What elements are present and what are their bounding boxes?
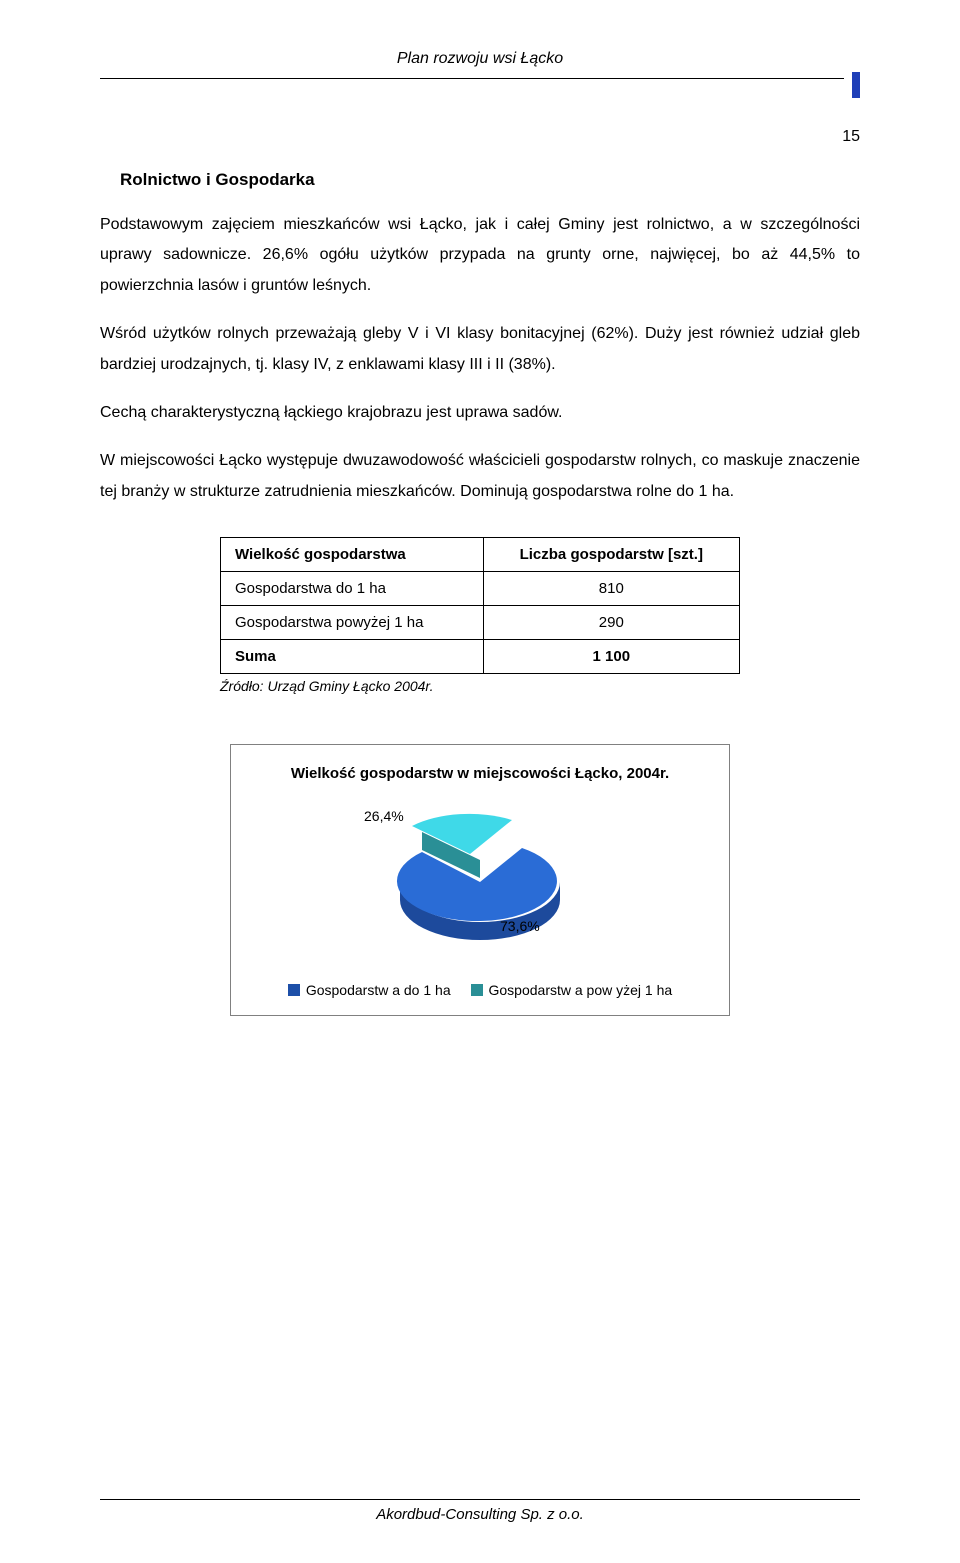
paragraph-1: Podstawowym zajęciem mieszkańców wsi Łąc… xyxy=(100,210,860,301)
paragraph-4: W miejscowości Łącko występuje dwuzawodo… xyxy=(100,446,860,507)
col2-header: Liczba gospodarstw [szt.] xyxy=(483,538,739,572)
legend-swatch-1 xyxy=(288,984,300,996)
table-source: Źródło: Urząd Gminy Łącko 2004r. xyxy=(220,678,740,694)
chart-title: Wielkość gospodarstw w miejscowości Łąck… xyxy=(251,763,709,784)
pie-svg xyxy=(360,802,600,962)
doc-header-title: Plan rozwoju wsi Łącko xyxy=(100,50,860,68)
row2-label: Gospodarstwa powyżej 1 ha xyxy=(221,606,484,640)
farm-size-table-wrap: Wielkość gospodarstwa Liczba gospodarstw… xyxy=(220,537,740,694)
header-hr xyxy=(100,78,844,79)
footer-text: Akordbud-Consulting Sp. z o.o. xyxy=(100,1506,860,1523)
legend-swatch-2 xyxy=(471,984,483,996)
paragraph-2: Wśród użytków rolnych przeważają gleby V… xyxy=(100,319,860,380)
row3-label: Suma xyxy=(221,640,484,674)
paragraph-3: Cechą charakterystyczną łąckiego krajobr… xyxy=(100,398,860,428)
row1-label: Gospodarstwa do 1 ha xyxy=(221,572,484,606)
col1-header: Wielkość gospodarstwa xyxy=(221,538,484,572)
footer-hr xyxy=(100,1499,860,1500)
legend-text-2: Gospodarstw a pow yżej 1 ha xyxy=(489,982,673,998)
header-accent-bar xyxy=(852,72,860,98)
table-row: Gospodarstwa do 1 ha 810 xyxy=(221,572,740,606)
legend-item-2: Gospodarstw a pow yżej 1 ha xyxy=(471,982,673,998)
section-heading: Rolnictwo i Gospodarka xyxy=(120,170,860,190)
pie-chart: 26,4% 73,6% xyxy=(360,802,600,962)
page-number: 15 xyxy=(100,128,860,146)
legend-text-1: Gospodarstw a do 1 ha xyxy=(306,982,451,998)
pie-chart-frame: Wielkość gospodarstw w miejscowości Łąck… xyxy=(230,744,730,1016)
row2-value: 290 xyxy=(483,606,739,640)
chart-legend: Gospodarstw a do 1 ha Gospodarstw a pow … xyxy=(251,982,709,999)
row1-value: 810 xyxy=(483,572,739,606)
header-rule xyxy=(100,74,860,98)
pie-label-small: 26,4% xyxy=(364,808,404,824)
row3-value: 1 100 xyxy=(483,640,739,674)
footer: Akordbud-Consulting Sp. z o.o. xyxy=(100,1499,860,1523)
pie-label-large: 73,6% xyxy=(500,918,540,934)
table-header-row: Wielkość gospodarstwa Liczba gospodarstw… xyxy=(221,538,740,572)
farm-size-table: Wielkość gospodarstwa Liczba gospodarstw… xyxy=(220,537,740,674)
legend-item-1: Gospodarstw a do 1 ha xyxy=(288,982,451,998)
page: Plan rozwoju wsi Łącko 15 Rolnictwo i Go… xyxy=(0,0,960,1563)
table-row: Gospodarstwa powyżej 1 ha 290 xyxy=(221,606,740,640)
table-row: Suma 1 100 xyxy=(221,640,740,674)
